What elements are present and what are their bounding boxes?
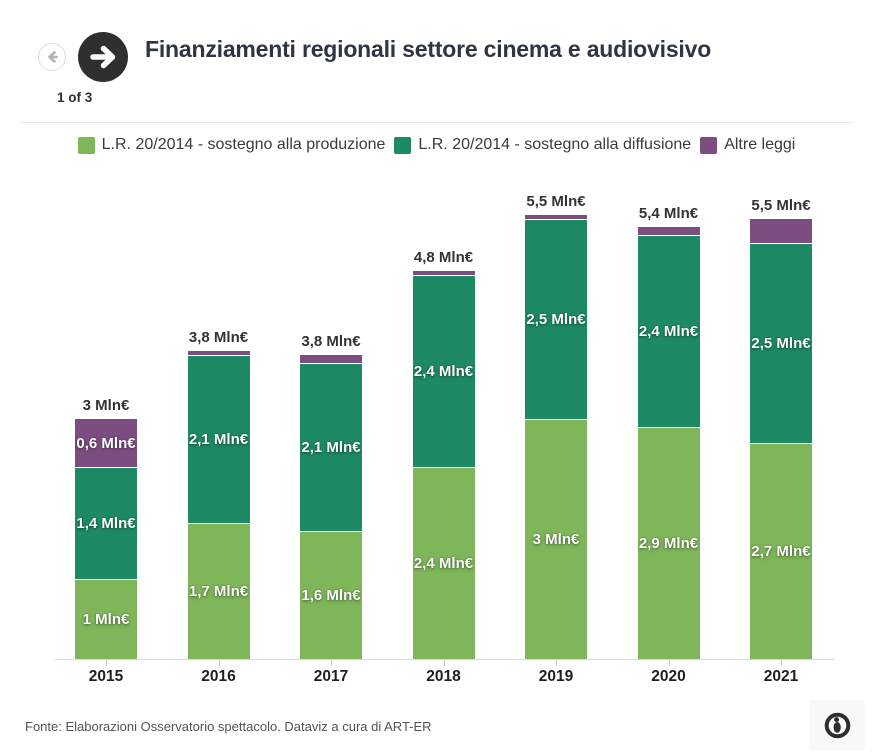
bar-value-label: 2,1 Mln€ (188, 431, 249, 448)
legend-item: L.R. 20/2014 - sostegno alla diffusione (394, 136, 691, 154)
source-attribution: Fonte: Elaborazioni Osservatorio spettac… (25, 719, 432, 734)
legend-label: L.R. 20/2014 - sostegno alla diffusione (418, 136, 692, 153)
bar-segment: 2,9 Mln€ (637, 427, 700, 659)
bar-segment: 1 Mln€ (75, 579, 137, 659)
bar-value-label: 2,7 Mln€ (751, 543, 811, 560)
x-axis-label: 2017 (313, 668, 349, 685)
bar-segment (750, 219, 812, 243)
bar-total-label: 5,5 Mln€ (751, 197, 811, 214)
bar-column-2016: 3,8 Mln€ 2,1 Mln€ 1,7 Mln€ (187, 329, 250, 666)
legend-item: Altre leggi (700, 136, 795, 154)
x-axis: 2015 2016 2017 2018 2019 2020 2021 (55, 668, 835, 686)
bar-value-label: 2,1 Mln€ (301, 439, 361, 456)
bar-value-label: 1,4 Mln€ (76, 515, 136, 532)
x-axis-label: 2018 (426, 668, 461, 685)
bar-segment (187, 351, 250, 355)
bar-segment: 2,7 Mln€ (750, 443, 812, 659)
bar-column-2021: 5,5 Mln€ 2,5 Mln€ 2,7 Mln€ (750, 197, 812, 666)
bar-value-label: 2,5 Mln€ (751, 335, 811, 352)
prev-slide-button[interactable] (38, 43, 66, 71)
bar-segment: 2,5 Mln€ (750, 243, 812, 443)
bar-value-label: 2,4 Mln€ (638, 323, 699, 340)
bar-segment: 2,4 Mln€ (412, 467, 475, 659)
bar-value-label: 3 Mln€ (532, 531, 580, 548)
legend-item: L.R. 20/2014 - sostegno alla produzione (77, 136, 386, 154)
bar-segment: 1,7 Mln€ (187, 523, 250, 659)
bar-segment (412, 271, 475, 275)
x-axis-label: 2019 (538, 668, 574, 685)
bar-segment: 3 Mln€ (525, 419, 587, 659)
legend-swatch-icon (394, 136, 412, 154)
arrow-right-icon (88, 42, 118, 72)
bar-chart-plot: 3 Mln€ 0,6 Mln€ 1,4 Mln€ 1 Mln€ 3,8 Mln€ 2,1 … (55, 170, 835, 666)
bar-total-label: 4,8 Mln€ (413, 249, 474, 266)
logo-box (809, 700, 865, 750)
header: 1 of 3 Finanziamenti regionali settore c… (0, 0, 873, 123)
bar-segment (637, 227, 700, 235)
bar-segment: 1,4 Mln€ (75, 467, 137, 579)
bar-total-label: 5,5 Mln€ (526, 193, 586, 210)
bar-value-label: 2,9 Mln€ (638, 535, 699, 552)
bar-column-2017: 3,8 Mln€ 2,1 Mln€ 1,6 Mln€ (300, 333, 362, 666)
bar-segment: 2,4 Mln€ (412, 275, 475, 467)
bar-segment: 2,1 Mln€ (187, 355, 250, 523)
bar-value-label: 1 Mln€ (82, 611, 130, 628)
bar-value-label: 2,5 Mln€ (526, 311, 586, 328)
legend-label: Altre leggi (724, 136, 796, 153)
page-title: Finanziamenti regionali settore cinema e… (145, 36, 712, 62)
x-axis-label: 2021 (763, 668, 799, 685)
bar-value-label: 2,4 Mln€ (413, 363, 474, 380)
legend: L.R. 20/2014 - sostegno alla produzione L… (0, 136, 873, 154)
bar-value-label: 1,6 Mln€ (301, 587, 361, 604)
legend-label: L.R. 20/2014 - sostegno alla produzione (101, 136, 386, 153)
bar-column-2019: 5,5 Mln€ 2,5 Mln€ 3 Mln€ (525, 193, 587, 666)
x-axis-label: 2020 (651, 668, 686, 685)
bar-segment: 1,6 Mln€ (300, 531, 362, 659)
bar-total-label: 5,4 Mln€ (638, 205, 699, 222)
bar-segment: 0,6 Mln€ (75, 419, 137, 467)
osservatorio-logo (824, 712, 851, 739)
x-axis-label: 2016 (201, 668, 236, 685)
bar-column-2015: 3 Mln€ 0,6 Mln€ 1,4 Mln€ 1 Mln€ (75, 397, 137, 666)
bar-total-label: 3 Mln€ (82, 397, 130, 414)
bar-total-label: 3,8 Mln€ (301, 333, 361, 350)
legend-swatch-icon (700, 136, 718, 154)
bar-total-label: 3,8 Mln€ (188, 329, 249, 346)
next-slide-button[interactable] (78, 32, 128, 82)
bar-value-label: 1,7 Mln€ (188, 583, 249, 600)
bar-column-2018: 4,8 Mln€ 2,4 Mln€ 2,4 Mln€ (412, 249, 475, 666)
slide-pagination: 1 of 3 (57, 90, 93, 105)
bar-value-label: 2,4 Mln€ (413, 555, 474, 572)
bar-segment: 2,4 Mln€ (637, 235, 700, 427)
x-axis-label: 2015 (88, 668, 124, 685)
bar-segment (300, 355, 362, 363)
bar-segment: 2,5 Mln€ (525, 219, 587, 419)
bar-value-label: 0,6 Mln€ (76, 434, 136, 452)
bar-segment: 2,1 Mln€ (300, 363, 362, 531)
bar-segment (525, 215, 587, 219)
bar-column-2020: 5,4 Mln€ 2,4 Mln€ 2,9 Mln€ (637, 205, 700, 666)
legend-swatch-icon (77, 136, 95, 154)
header-divider (20, 122, 853, 123)
arrow-left-icon (44, 49, 60, 65)
